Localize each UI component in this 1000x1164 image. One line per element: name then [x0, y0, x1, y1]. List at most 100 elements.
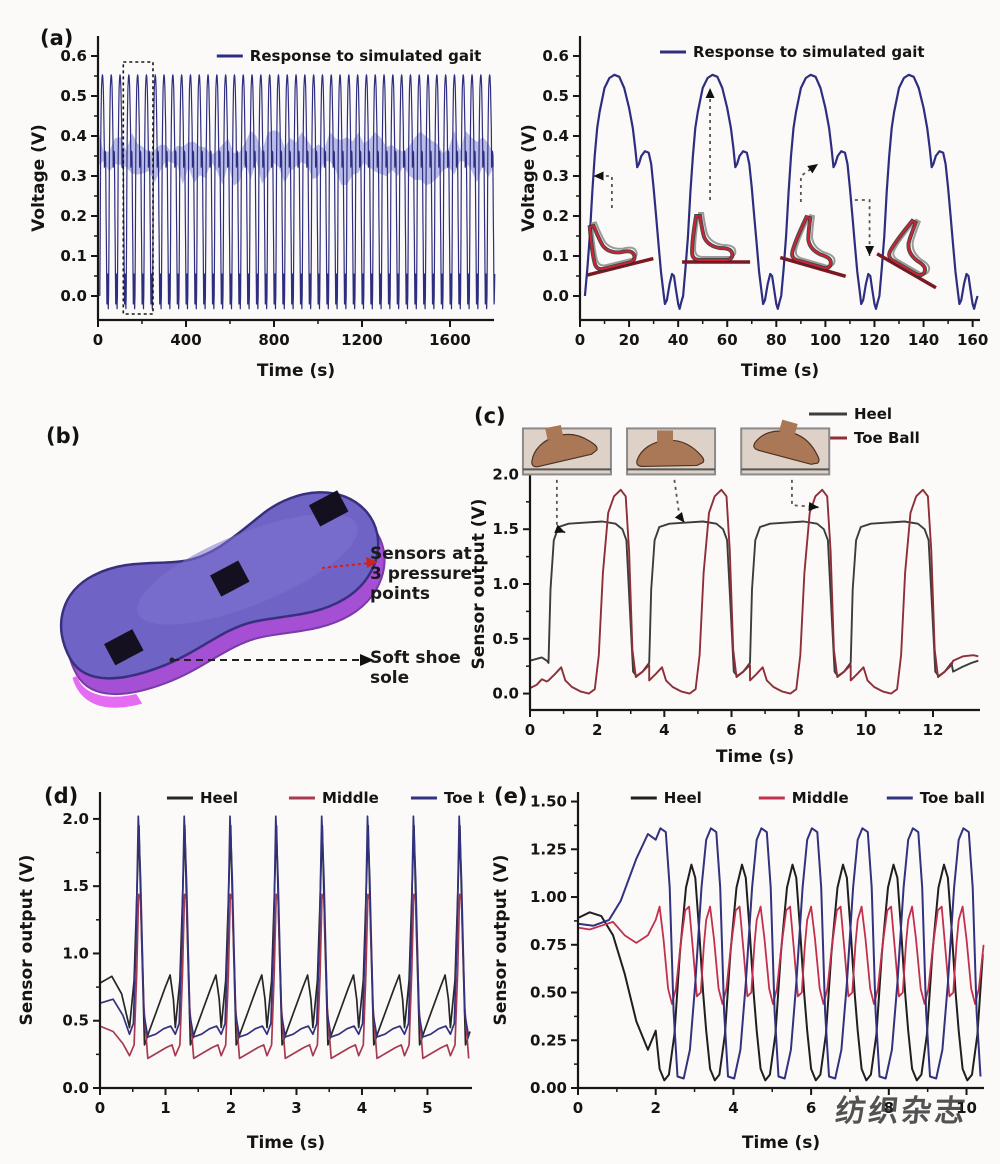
- y-axis: 0.0 0.5 1.0 1.5 2.0: [492, 465, 530, 703]
- svg-text:10: 10: [956, 1099, 977, 1117]
- svg-text:Toe Ball: Toe Ball: [854, 429, 920, 447]
- y-axis: 0.0 0.5 1.0 1.5 2.0: [62, 810, 100, 1097]
- svg-text:2.0: 2.0: [492, 465, 519, 483]
- svg-text:8: 8: [793, 721, 803, 739]
- svg-text:0.5: 0.5: [492, 630, 519, 648]
- svg-text:6: 6: [806, 1099, 816, 1117]
- y-axis: 0.00 0.25 0.50 0.75 1.00 1.25 1.50: [530, 793, 578, 1097]
- y-axis: 0.0 0.1 0.2 0.3 0.4 0.5 0.6: [60, 47, 98, 305]
- svg-text:0.5: 0.5: [62, 1012, 89, 1030]
- svg-text:10: 10: [855, 721, 876, 739]
- svg-text:1.00: 1.00: [530, 888, 567, 906]
- legend: Heel Middle Toe ball: [166, 789, 509, 807]
- shoe-sole-drawing: [60, 490, 386, 708]
- svg-text:100: 100: [810, 331, 841, 349]
- legend: Response to simulated gait: [216, 47, 482, 65]
- sensors-label: Sensors at 3 pressure points: [370, 544, 473, 605]
- svg-text:0.00: 0.00: [530, 1079, 567, 1097]
- svg-text:Heel: Heel: [664, 789, 702, 807]
- svg-text:Response to simulated gait: Response to simulated gait: [250, 47, 482, 65]
- axes: [98, 792, 472, 1090]
- svg-text:2: 2: [592, 721, 602, 739]
- svg-text:160: 160: [957, 331, 988, 349]
- svg-text:0.25: 0.25: [530, 1031, 567, 1049]
- series-group: [583, 73, 979, 310]
- svg-text:3: 3: [291, 1099, 301, 1117]
- svg-text:0.2: 0.2: [542, 207, 569, 225]
- svg-text:0.0: 0.0: [492, 685, 519, 703]
- shoe-sole-3d: [60, 490, 386, 708]
- highlight-box: [122, 61, 154, 315]
- annotation-arrows: [554, 479, 819, 534]
- x-axis-label: Time (s): [257, 361, 335, 381]
- foot-inset: [682, 212, 751, 264]
- sole-sheen: [137, 513, 358, 625]
- svg-text:60: 60: [717, 331, 738, 349]
- svg-text:1.5: 1.5: [62, 877, 89, 895]
- legend: Response to simulated gait: [660, 43, 925, 61]
- heel-sensor: [104, 629, 144, 666]
- svg-text:400: 400: [170, 331, 201, 349]
- svg-text:2: 2: [226, 1099, 236, 1117]
- x-axis-label: Time (s): [741, 361, 819, 381]
- series-heel: [529, 520, 979, 677]
- series-toe-ball: [99, 815, 470, 1038]
- axes: [576, 792, 984, 1090]
- photo-insets: [521, 419, 831, 476]
- svg-text:1: 1: [160, 1099, 170, 1117]
- panel-label-a: (a): [40, 26, 74, 50]
- series-middle: [577, 905, 985, 1005]
- svg-text:0: 0: [95, 1099, 105, 1117]
- svg-text:12: 12: [923, 721, 944, 739]
- panel-a-left-chart: 0 400 800 1200 1600 0.0 0.1 0.2 0.3 0.4 0.5 0.6 Time…: [26, 20, 504, 392]
- e-svg: 0 2 4 6 8 10 0.00 0.25 0.50 0.75 1.00 1.25 1.50 Time …: [491, 789, 985, 1153]
- panel-e-chart: 0 2 4 6 8 10 0.00 0.25 0.50 0.75 1.00 1.25 1.50 Time …: [488, 772, 994, 1164]
- svg-text:1.25: 1.25: [530, 840, 567, 858]
- x-axis: 0 20 40 60 80 100 120 140 160: [575, 320, 988, 349]
- x-axis: 0 2 4 6 8 10: [573, 1088, 977, 1117]
- foot-inset: [779, 213, 847, 278]
- svg-text:1.0: 1.0: [492, 575, 519, 593]
- series-group: [99, 74, 496, 310]
- svg-text:0.50: 0.50: [530, 984, 567, 1002]
- svg-text:1.0: 1.0: [62, 944, 89, 962]
- series-toe-ball: [577, 827, 982, 1080]
- foot-photo-heel-strike: [521, 424, 612, 476]
- series-toe-ball: [529, 488, 979, 695]
- panel-label-e: (e): [494, 784, 528, 808]
- svg-text:140: 140: [908, 331, 939, 349]
- c-svg: 0 2 4 6 8 10 12 0.0 0.5 1.0 1.5 2.0 Time (s) Sensor o…: [469, 405, 980, 767]
- foot-inset: [586, 221, 654, 277]
- svg-text:20: 20: [619, 331, 640, 349]
- svg-text:80: 80: [766, 331, 787, 349]
- svg-text:0.0: 0.0: [62, 1079, 89, 1097]
- svg-text:1.5: 1.5: [492, 520, 519, 538]
- a_right-svg: 0 20 40 60 80 100 120 140 1600.00.10.20.30.40.50…: [519, 36, 988, 381]
- panel-label-b: (b): [46, 424, 81, 448]
- svg-text:0: 0: [93, 331, 103, 349]
- svg-text:0.1: 0.1: [60, 247, 87, 265]
- series-response-to-simulated-gait: [99, 74, 496, 310]
- x-axis: 0 2 4 6 8 10 12: [525, 710, 944, 739]
- panel-b-illustration: [22, 398, 472, 774]
- svg-text:0.75: 0.75: [530, 936, 567, 954]
- series-response-to-simulated-gait: [583, 73, 979, 310]
- legend: Heel Toe Ball: [809, 405, 920, 447]
- toe-sensor: [308, 490, 349, 527]
- panel-c-chart: 0 2 4 6 8 10 12 0.0 0.5 1.0 1.5 2.0 Time (s) Sensor o…: [466, 392, 994, 778]
- series-middle: [99, 893, 470, 1060]
- svg-text:2.0: 2.0: [62, 810, 89, 828]
- svg-text:1200: 1200: [341, 331, 383, 349]
- svg-text:0: 0: [525, 721, 535, 739]
- x-axis: 0 400 800 1200 1600: [93, 320, 471, 349]
- svg-text:Middle: Middle: [792, 789, 849, 807]
- svg-text:Toe ball: Toe ball: [444, 789, 484, 807]
- svg-text:4: 4: [659, 721, 669, 739]
- series-group: [577, 827, 985, 1082]
- d-svg: 0 1 2 3 4 5 0.0 0.5 1.0 1.5 2.0 Time (s) Sensor outp…: [17, 789, 509, 1153]
- svg-text:0.3: 0.3: [542, 167, 569, 185]
- series-group: [529, 488, 979, 695]
- middle-sensor: [210, 560, 250, 597]
- svg-text:800: 800: [258, 331, 289, 349]
